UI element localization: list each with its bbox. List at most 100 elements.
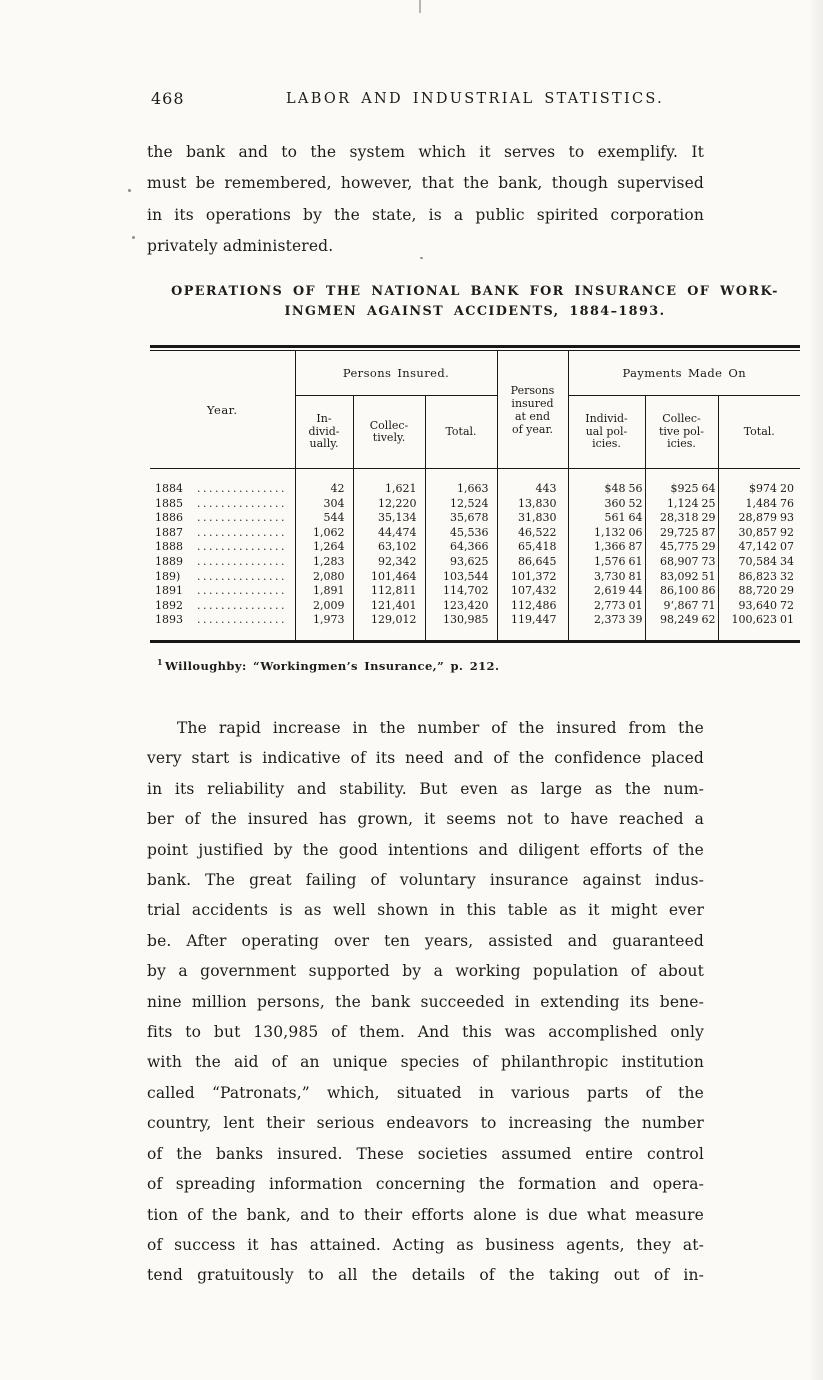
table-row: 1893............... 1,973 129,012 130,985 11… (150, 613, 800, 642)
year-cell: 1893............... (150, 613, 296, 642)
amount-cell: $974 20 (749, 482, 795, 495)
amount-cell: $925 64 (645, 468, 719, 497)
text-line: the bank and to the system which it serv… (147, 143, 704, 161)
text-line: privately administered. (147, 237, 334, 256)
col-group-persons-insured: Persons Insured. (295, 350, 498, 396)
number-cell: 114,702 (425, 584, 498, 599)
table-row: 189)............... 2,080 101,464 103,544 10… (150, 569, 800, 585)
number-cell: 129,012 (353, 613, 426, 642)
year-cell: 1889............... (150, 554, 296, 570)
number-cell: 86,645 (497, 554, 569, 570)
col-header-collectively: Collec- tively. (353, 395, 426, 469)
number-cell: 45,536 (425, 525, 498, 541)
text-line: trial accidents is as well shown in this… (147, 901, 704, 920)
scan-speck (128, 189, 131, 192)
number-cell: 121,401 (353, 598, 426, 614)
number-cell: 93,625 (425, 554, 498, 570)
table-row: 1891............... 1,891 112,811 114,702 10… (150, 584, 800, 599)
number-cell: 46,522 (497, 525, 569, 541)
scan-speck (420, 257, 423, 259)
amount-cell: 70,584 34 (738, 554, 795, 568)
text-line: of the banks insured. These societies as… (147, 1144, 704, 1163)
table-row: 1886............... 544 35,134 35,678 31,830… (150, 511, 800, 526)
amount-cell: 9ʻ,867 71 (645, 598, 719, 614)
running-head: LABOR AND INDUSTRIAL STATISTICS. (286, 91, 664, 107)
number-cell: 1,264 (295, 540, 354, 555)
table-row: 1887............... 1,062 44,474 45,536 46,5… (150, 525, 800, 541)
number-cell: 1,891 (295, 584, 354, 599)
amount-cell: 100,623 01 (731, 613, 795, 627)
number-cell: 1,062 (295, 525, 354, 541)
amount-cell: 28,318 29 (645, 511, 719, 526)
number-cell: 13,830 (497, 496, 569, 512)
table-row: 1885............... 304 12,220 12,524 13,830… (150, 496, 800, 512)
number-cell: 119,447 (497, 613, 569, 642)
dot-leader: ............... (197, 584, 287, 598)
text-line: called “Patronats,” which, situated in v… (147, 1083, 704, 1102)
number-cell: 2,009 (295, 598, 354, 614)
dot-leader: ............... (197, 525, 287, 539)
text-line: must be remembered, however, that the ba… (147, 174, 704, 193)
number-cell: 12,220 (353, 496, 426, 512)
text-line: very start is indicative of its need and… (147, 749, 704, 768)
number-cell: 2,080 (295, 569, 354, 585)
amount-cell: 561 64 (568, 511, 646, 526)
dot-leader: ............... (197, 554, 287, 568)
dot-leader: ............... (197, 569, 287, 583)
paragraph-discussion: The rapid increase in the number of the … (147, 713, 704, 1291)
amount-cell: 30,857 92 (738, 525, 795, 539)
table-title: OPERATIONS OF THE NATIONAL BANK FOR INSU… (150, 282, 800, 321)
amount-cell: 2,373 39 (568, 613, 646, 642)
statistics-table-wrap: Year. Persons Insured. Persons insured a… (150, 345, 801, 643)
number-cell: 31,830 (497, 511, 569, 526)
number-cell: 92,342 (353, 554, 426, 570)
text-line: ber of the insured has grown, it seems n… (147, 810, 704, 829)
number-cell: 64,366 (425, 540, 498, 555)
year-cell: 1884............... (150, 468, 296, 497)
number-cell: 130,985 (425, 613, 498, 642)
dot-leader: ............... (197, 540, 287, 554)
scan-mark (419, 0, 421, 13)
number-cell: 1,663 (425, 468, 498, 497)
amount-cell: 47,142 07 (738, 540, 795, 554)
text-line: of spreading information concerning the … (147, 1175, 704, 1194)
text-line: point justified by the good intentions a… (147, 840, 704, 859)
number-cell: 44,474 (353, 525, 426, 541)
number-cell: 101,372 (497, 569, 569, 585)
table-row: 1892............... 2,009 121,401 123,420 11… (150, 598, 800, 614)
text-line: in its reliability and stability. But ev… (147, 779, 704, 798)
col-header-individual-policies: Individ- ual pol- icies. (568, 395, 646, 469)
amount-cell: 2,773 01 (568, 598, 646, 614)
table-row: 1889............... 1,283 92,342 93,625 86,6… (150, 554, 800, 570)
col-group-payments: Payments Made On (568, 350, 801, 396)
text-line: tion of the bank, and to their efforts a… (147, 1205, 704, 1224)
scan-speck (132, 236, 135, 239)
col-header-collective-policies: Collec- tive pol- icies. (645, 395, 719, 469)
number-cell: 103,544 (425, 569, 498, 585)
number-cell: 443 (497, 468, 569, 497)
amount-cell: 28,879 93 (738, 511, 795, 525)
amount-cell: 86,823 32 (738, 569, 795, 583)
number-cell: 1,621 (353, 468, 426, 497)
amount-cell: 1,484 76 (745, 496, 795, 510)
amount-cell: 1,124 25 (645, 496, 719, 512)
year-cell: 1892............... (150, 598, 296, 614)
year-cell: 1887............... (150, 525, 296, 541)
number-cell: 101,464 (353, 569, 426, 585)
amount-cell: 86,100 86 (645, 584, 719, 599)
col-header-individually: In- divid- ually. (295, 395, 354, 469)
amount-cell: 68,907 73 (645, 554, 719, 570)
year-cell: 1891............... (150, 584, 296, 599)
number-cell: 65,418 (497, 540, 569, 555)
amount-cell: 1,132 06 (568, 525, 646, 541)
number-cell: 544 (295, 511, 354, 526)
number-cell: 123,420 (425, 598, 498, 614)
text-line: country, lent their serious endeavors to… (147, 1114, 704, 1133)
text-line: by a government supported by a working p… (147, 962, 704, 981)
col-header-total-payments: Total. (718, 395, 801, 469)
year-cell: 1885............... (150, 496, 296, 512)
amount-cell: 29,725 87 (645, 525, 719, 541)
footnote-text: Willoughby: “Workingmen’s Insurance,” p.… (164, 658, 500, 673)
paragraph-intro: the bank and to the system which it serv… (147, 137, 704, 263)
